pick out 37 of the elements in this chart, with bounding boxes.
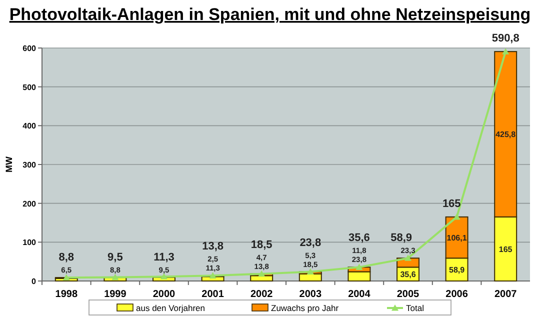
legend-label: aus den Vorjahren [136, 303, 206, 313]
x-tick-label: 2007 [494, 289, 518, 300]
data-label: 590,8 [492, 32, 520, 45]
x-tick-label: 1999 [104, 289, 127, 300]
data-label: 18,5 [250, 238, 272, 251]
y-tick-label: 100 [22, 238, 37, 248]
x-tick-label: 2006 [446, 289, 468, 300]
data-label: 106,1 [446, 234, 468, 243]
x-tick-label: 2002 [250, 289, 274, 300]
x-tick-label: 2001 [202, 289, 224, 300]
y-axis-title: MW [4, 156, 14, 172]
x-tick-label: 2005 [396, 289, 420, 300]
legend-label: Zuwachs pro Jahr [271, 303, 339, 313]
data-label: 9,5 [108, 252, 123, 264]
data-label: 8,8 [58, 252, 74, 264]
data-label: 425,8 [496, 130, 516, 140]
legend-label: Total [406, 303, 424, 313]
x-tick-label: 2004 [348, 289, 371, 300]
y-tick-label: 400 [22, 122, 37, 131]
y-tick-label: 600 [22, 44, 37, 53]
y-tick-label: 200 [22, 199, 37, 208]
y-tick-label: 300 [22, 160, 37, 170]
data-label: 58,9 [449, 266, 466, 275]
data-label: 13,8 [202, 240, 224, 253]
y-tick-label: 0 [32, 277, 37, 286]
x-tick-label: 1998 [55, 289, 78, 300]
x-tick-label: 2003 [299, 289, 322, 300]
data-label: 23,8 [300, 236, 322, 249]
data-label: 11,3 [154, 251, 174, 264]
data-label: 35,6 [348, 232, 370, 244]
x-tick-label: 2000 [152, 289, 176, 300]
data-label: 165 [498, 244, 513, 254]
data-label: 58,9 [390, 232, 412, 244]
chart-title: Photovoltaik-Anlagen in Spanien, mit und ohne Netzeinspeisung [9, 5, 531, 24]
data-label: 35,6 [400, 270, 416, 280]
data-label: 165 [442, 198, 461, 210]
y-tick-label: 500 [22, 82, 37, 92]
